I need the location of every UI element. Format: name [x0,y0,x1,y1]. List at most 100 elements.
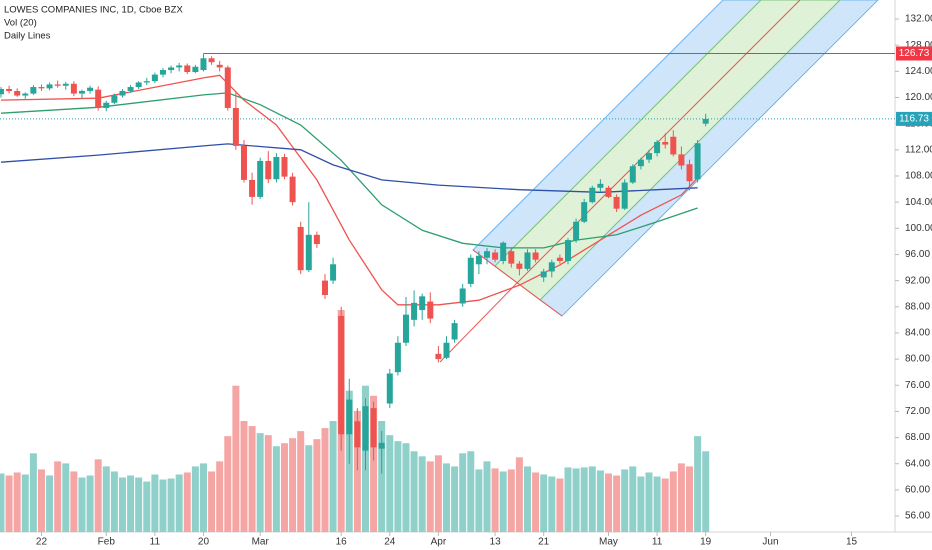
candle-body [605,187,612,197]
volume-bar [232,385,240,532]
candle-body [378,442,385,449]
candle-body [103,102,110,108]
candle-body [524,252,531,269]
volume-bar [515,457,523,532]
candle-body [694,143,701,180]
volume-bar [70,471,78,532]
candle-body [556,257,563,261]
volume-bar [442,463,450,532]
candle-body [87,87,94,91]
x-tick-label: May [599,537,618,548]
volume-bar [224,436,232,532]
fork-base [472,249,563,317]
candle-body [313,234,320,244]
x-tick-label: 11 [652,537,663,548]
volume-bar [556,478,564,532]
candle-body [435,353,442,360]
y-tick-label: 120.00 [905,92,932,103]
y-tick-label: 64.00 [905,458,930,469]
volume-bar [580,467,588,532]
candle-body [589,187,596,203]
moving-average-line [0,92,698,249]
volume-bar [548,476,556,532]
y-tick-label: 112.00 [905,144,932,155]
volume-bar [507,469,515,532]
volume-bar [685,466,693,532]
candle-body [702,118,709,124]
candle-body [427,301,434,319]
y-tick-label: 76.00 [905,380,930,391]
candle-body [346,399,353,435]
y-tick-label: 72.00 [905,406,930,417]
candle-body [654,141,661,154]
candle-body [289,176,296,203]
volume-bar [102,466,110,532]
volume-bar [86,475,94,532]
volume-bar [459,453,467,532]
volume-bar [272,446,280,532]
candle-body [135,82,142,88]
volume-bar [256,433,264,532]
y-tick-label: 88.00 [905,301,930,312]
candle-body [637,159,644,167]
volume-bar [491,468,499,532]
volume-bar [604,473,612,532]
candle-body [0,89,4,95]
candle-body [265,160,272,180]
volume-bar [264,435,272,532]
candle-body [645,153,652,160]
candle-body [467,257,474,284]
candle-body [394,342,401,373]
x-tick-label: 22 [36,537,48,548]
volume-bar [110,471,118,532]
volume-bar [370,395,378,532]
volume-bar [167,478,175,532]
volume-bar [410,451,418,532]
volume-bar [297,431,305,532]
candle-body [30,87,37,94]
x-tick-label: 24 [384,537,396,548]
volume-legend: Vol (20) [4,18,37,29]
chart-title: LOWES COMPANIES INC, 1D, Cboe BZX [4,5,183,16]
candle-body [540,271,547,278]
volume-bar [94,459,102,532]
pitchfork [439,0,879,363]
candle-body [321,280,328,296]
lines-legend: Daily Lines [4,31,51,42]
y-tick-label: 124.00 [905,66,932,77]
volume-bar [451,466,459,532]
volume-bar [280,443,288,532]
candle-body [249,179,256,197]
volume-bar [151,474,159,532]
candle-body [14,90,21,96]
x-tick-label: Jun [762,537,778,548]
x-tick-label: Feb [98,537,116,548]
volume-bar [467,451,475,532]
volume-bar [661,478,669,532]
volume-bar [29,453,37,532]
volume-bar [329,421,337,532]
candle-body [119,90,126,96]
candle-body [370,408,377,448]
fork-median [516,0,801,284]
candle-body [483,251,490,258]
volume-bar [564,467,572,532]
x-tick-label: 16 [336,537,348,548]
candle-body [224,67,231,108]
candle-body [362,406,369,451]
candle-body [475,255,482,265]
volume-bar [532,472,540,532]
candle-body [386,373,393,404]
y-tick-label: 100.00 [905,223,932,234]
volume-bar [621,469,629,532]
volume-bar [199,463,207,532]
candle-body [111,95,118,103]
candle-body [686,164,693,182]
volume-bar [596,470,604,532]
volume-bar [289,438,297,532]
volume-bar [143,481,151,532]
candle-body [459,288,466,304]
volume-bar [669,471,677,532]
candle-body [216,64,223,68]
